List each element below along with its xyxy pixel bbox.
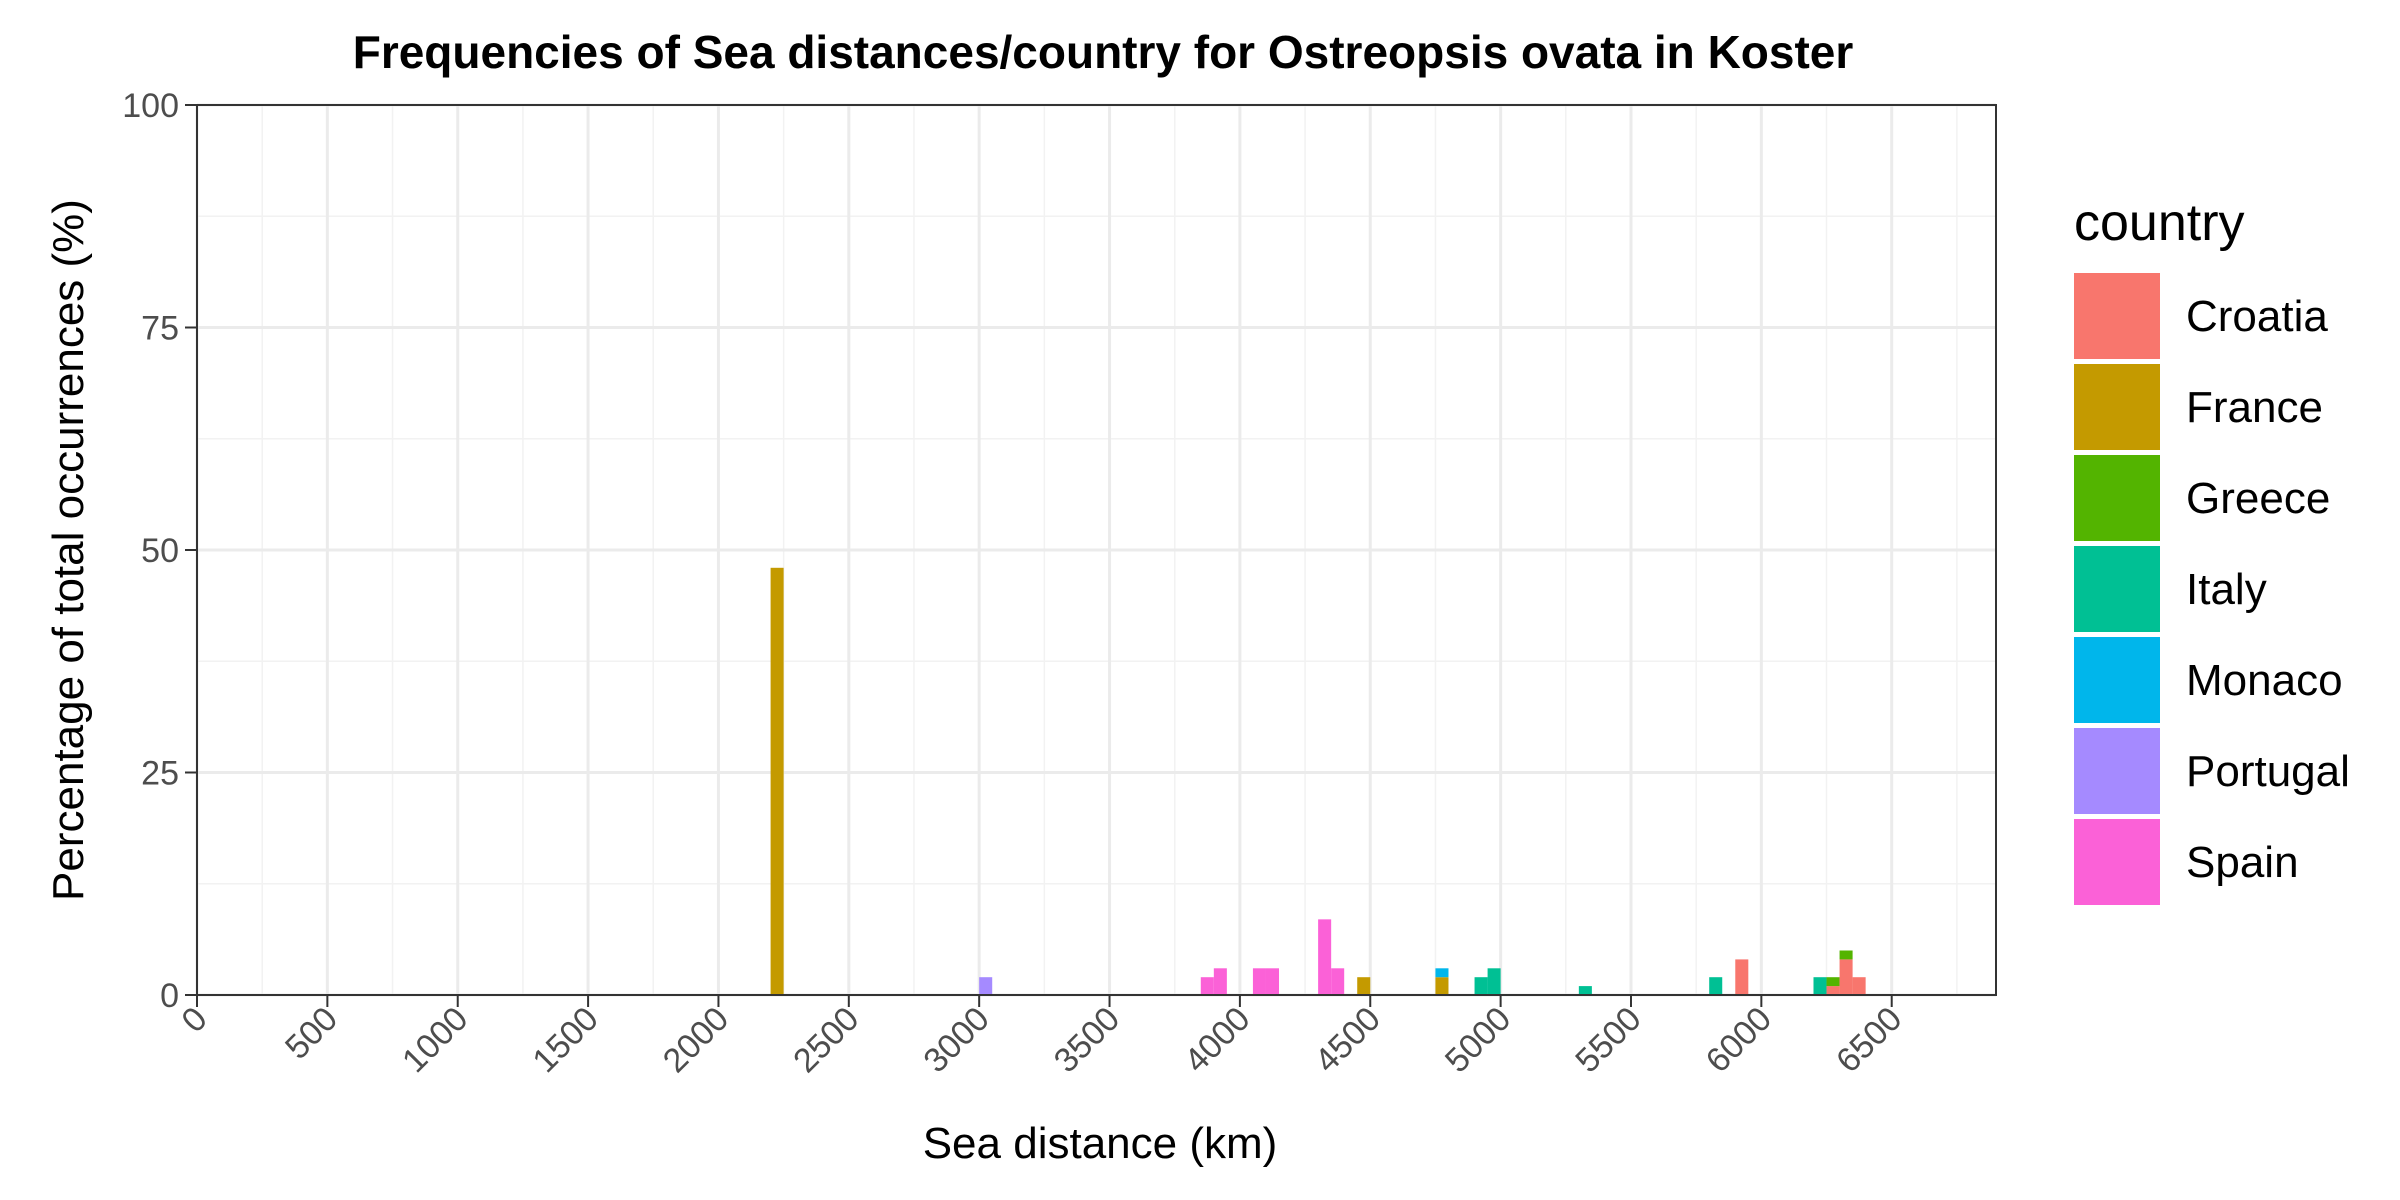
- bar-greece: [1839, 950, 1853, 960]
- x-tick-label: 6500: [1829, 1000, 1909, 1080]
- legend-items: Croatia France Greece Italy Monaco Portugal Sp…: [2074, 273, 2350, 905]
- legend-label-portugal: Portugal: [2186, 747, 2350, 796]
- bar-croatia: [1735, 959, 1749, 995]
- x-tick-label: 1000: [395, 1000, 475, 1080]
- bar-france: [1357, 977, 1371, 995]
- x-axis: 0 500 1000 1500 2000 2500 3000 3500 4000 4500 5000…: [174, 995, 1909, 1080]
- x-tick-label: 0: [174, 1000, 214, 1040]
- y-tick-label: 100: [122, 87, 179, 125]
- bar-spain: [1252, 968, 1266, 995]
- bar-greece: [1826, 977, 1840, 987]
- bar-croatia: [1839, 959, 1853, 995]
- bar-france: [770, 567, 784, 995]
- plot-panel: [195, 103, 1997, 997]
- legend-title: country: [2074, 194, 2245, 252]
- bar-italy: [1487, 968, 1501, 995]
- legend-key-italy: [2074, 546, 2160, 632]
- bar-italy: [1709, 977, 1723, 995]
- x-tick-label: 4500: [1308, 1000, 1388, 1080]
- x-tick-label: 1500: [525, 1000, 605, 1080]
- y-tick-label: 50: [141, 532, 179, 570]
- legend-label-monaco: Monaco: [2186, 656, 2343, 705]
- x-tick-label: 500: [278, 1000, 345, 1067]
- bar-spain: [1331, 968, 1345, 995]
- bar-france: [1435, 977, 1449, 995]
- x-tick-label: 3000: [916, 1000, 996, 1080]
- bar-italy: [1474, 977, 1488, 995]
- bar-italy: [1578, 986, 1592, 995]
- legend-label-france: France: [2186, 383, 2323, 432]
- x-tick-label: 2000: [656, 1000, 736, 1080]
- legend-key-croatia: [2074, 273, 2160, 359]
- legend-label-croatia: Croatia: [2186, 292, 2328, 341]
- y-tick-label: 75: [141, 310, 179, 348]
- y-axis-title: Percentage of total occurrences (%): [44, 199, 93, 901]
- x-tick-label: 4000: [1177, 1000, 1257, 1080]
- bar-spain: [1200, 977, 1214, 995]
- chart-title: Frequencies of Sea distances/country for…: [353, 26, 1854, 78]
- x-tick-label: 6000: [1699, 1000, 1779, 1080]
- x-tick-label: 5500: [1568, 1000, 1648, 1080]
- bar-croatia: [1826, 986, 1840, 995]
- y-tick-label: 0: [160, 977, 179, 1015]
- bars-layer: [770, 567, 1866, 995]
- bar-spain: [1213, 968, 1227, 995]
- legend: country Croatia France Greece Italy Monaco Po…: [2074, 194, 2350, 905]
- bar-portugal: [979, 977, 993, 995]
- bar-monaco: [1435, 968, 1449, 978]
- x-tick-label: 3500: [1047, 1000, 1127, 1080]
- x-tick-label: 2500: [786, 1000, 866, 1080]
- legend-label-spain: Spain: [2186, 838, 2299, 887]
- legend-label-greece: Greece: [2186, 474, 2330, 523]
- legend-key-france: [2074, 364, 2160, 450]
- legend-key-greece: [2074, 455, 2160, 541]
- bar-spain: [1265, 968, 1280, 995]
- legend-key-monaco: [2074, 637, 2160, 723]
- legend-key-portugal: [2074, 728, 2160, 814]
- x-tick-label: 5000: [1438, 1000, 1518, 1080]
- y-tick-label: 25: [141, 755, 179, 793]
- bar-italy: [1813, 977, 1827, 995]
- y-axis: 0 25 50 75 100: [122, 87, 197, 1015]
- legend-key-spain: [2074, 819, 2160, 905]
- legend-label-italy: Italy: [2186, 565, 2267, 614]
- bar-croatia: [1852, 977, 1866, 995]
- bar-spain: [1318, 919, 1332, 995]
- x-axis-title: Sea distance (km): [923, 1119, 1278, 1168]
